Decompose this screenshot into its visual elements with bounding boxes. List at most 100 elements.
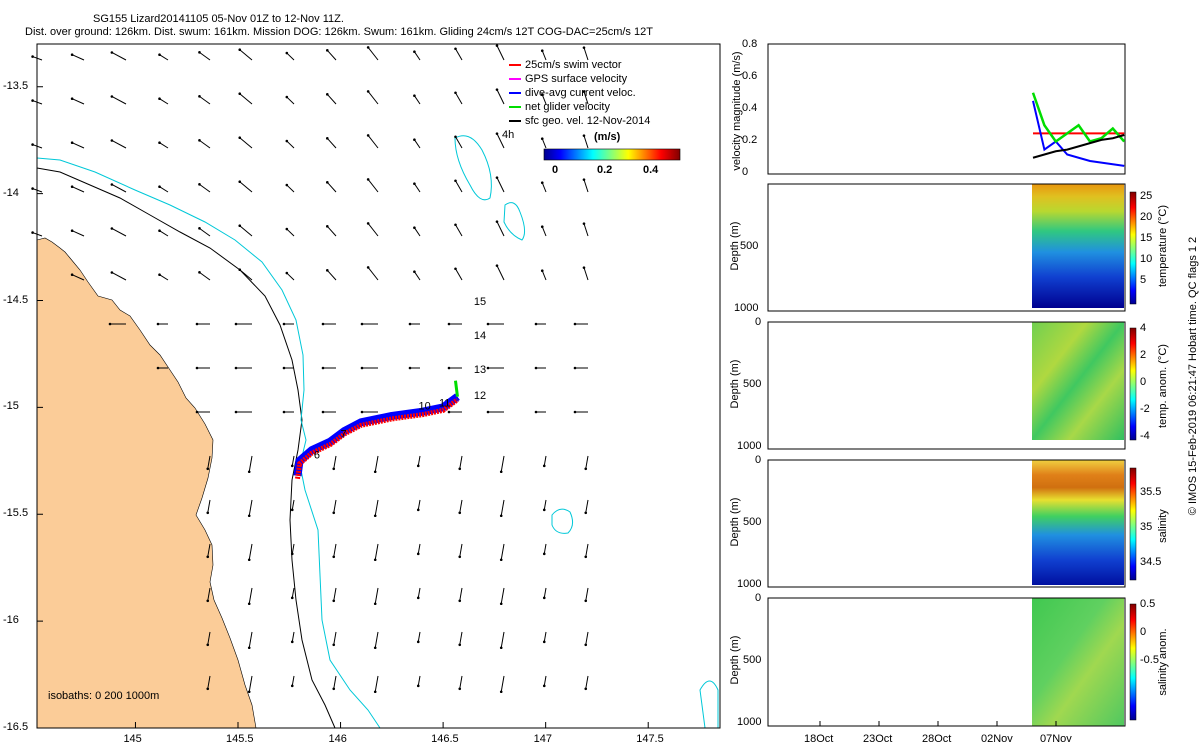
geo-velocity-arrow (333, 631, 337, 645)
geo-velocity-arrow (248, 499, 253, 516)
geo-velocity-arrowhead (158, 141, 161, 145)
geo-velocity-arrow (111, 228, 127, 237)
geo-velocity-arrowhead (542, 684, 546, 688)
geo-velocity-arrowhead (582, 90, 586, 93)
geo-velocity-arrow (455, 268, 463, 281)
speed-colorbar (543, 148, 681, 161)
temperature-cblabel: temperature (°C) (1157, 204, 1169, 288)
geo-velocity-arrowhead (542, 464, 546, 468)
geo-velocity-arrow (543, 499, 547, 510)
geo-velocity-arrow (239, 137, 253, 149)
day-label: 14 (474, 330, 486, 342)
geo-velocity-arrow (159, 98, 169, 105)
geo-velocity-arrow (207, 455, 211, 469)
geo-velocity-arrow (291, 455, 295, 466)
geo-velocity-arrow (543, 455, 547, 466)
geo-velocity-arrowhead (458, 467, 462, 471)
temp_anom-cbtick-label: -4 (1140, 430, 1150, 442)
geo-velocity-arrow (459, 455, 463, 469)
geo-velocity-arrowhead (31, 187, 34, 190)
geo-velocity-arrowhead (373, 646, 377, 650)
panel-xtick-label: 07Nov (1040, 733, 1072, 745)
geo-velocity-arrow (207, 675, 211, 689)
geo-velocity-arrowhead (158, 229, 161, 233)
velocity-ytick-label: 0.8 (742, 38, 758, 50)
map-plot: 6 7 10 11 12 13 14 15 (31, 43, 721, 729)
geo-velocity-arrow (374, 631, 379, 648)
geo-velocity-arrow (496, 45, 505, 61)
geo-velocity-arrowhead (332, 599, 336, 603)
geo-velocity-arrow (496, 221, 505, 237)
geo-velocity-arrow (248, 675, 253, 692)
colorbar-unit: (m/s) (594, 131, 621, 143)
velocity-ytick-label: 0.6 (742, 70, 758, 82)
temp_anom-ytick-label: 0 (755, 316, 762, 328)
geo-velocity-arrowhead (290, 684, 294, 688)
map-ytick-label: -16.5 (3, 721, 29, 733)
geo-velocity-arrowhead (373, 470, 377, 474)
geo-velocity-arrow (286, 52, 295, 61)
isobaths-label: isobaths: 0 200 1000m (48, 690, 160, 702)
sal_anom-ytick-label: 1000 (737, 716, 762, 728)
geo-velocity-arrow (541, 50, 547, 61)
geo-velocity-arrow (71, 186, 85, 193)
geo-velocity-arrow (291, 499, 295, 510)
geo-velocity-arrow (541, 226, 547, 237)
geo-velocity-arrow (417, 543, 421, 554)
geo-velocity-arrowhead (499, 470, 503, 474)
geo-velocity-arrow (374, 587, 379, 604)
geo-velocity-arrowhead (158, 273, 161, 277)
geo-velocity-arrowhead (156, 322, 160, 326)
temperature-cbtick-label: 25 (1140, 190, 1153, 202)
geo-velocity-arrow (326, 270, 337, 281)
geo-velocity-arrowhead (582, 134, 586, 137)
swim-vector-track (295, 397, 459, 480)
geo-velocity-arrowhead (584, 643, 588, 647)
salinity-ytick-label: 500 (743, 516, 762, 528)
geo-velocity-arrow (207, 587, 211, 601)
map-ytick-label: -15.5 (3, 507, 29, 520)
geostrophic-velocity-arrows (31, 44, 589, 694)
geo-velocity-arrowhead (156, 366, 160, 370)
net-glider-velocity-mark (453, 380, 459, 397)
geo-velocity-arrow (248, 543, 253, 560)
geo-velocity-arrow (455, 136, 463, 149)
geo-velocity-arrowhead (198, 95, 201, 98)
chart-title-line1: SG155 Lizard20141105 05-Nov 01Z to 12-No… (93, 13, 344, 25)
panel-xtick-label: 02Nov (981, 733, 1013, 745)
geo-velocity-arrow (333, 543, 337, 557)
geo-velocity-arrow (333, 499, 337, 513)
geo-velocity-arrowhead (447, 322, 451, 326)
geo-velocity-arrow (291, 675, 295, 686)
velocity-series (1031, 92, 1126, 167)
geo-velocity-arrowhead (238, 136, 242, 140)
geo-velocity-arrow (413, 95, 421, 105)
geo-velocity-arrowhead (195, 410, 199, 414)
sal_anom-cbtick-label: 0.5 (1140, 598, 1156, 610)
temperature-cbtick-label: 20 (1140, 211, 1153, 223)
geo-velocity-arrow (583, 91, 589, 105)
geo-velocity-arrowhead (247, 470, 251, 474)
colorbar-tick-1: 0.2 (597, 164, 613, 176)
geo-velocity-arrowhead (486, 366, 490, 370)
geo-velocity-arrowhead (373, 514, 377, 518)
geo-velocity-arrowhead (290, 552, 294, 556)
geo-velocity-arrowhead (413, 50, 416, 54)
geo-velocity-arrowhead (321, 366, 325, 370)
map-xtick-label: 145.5 (226, 733, 254, 745)
geo-velocity-arrow (159, 186, 169, 193)
geo-velocity-arrow (500, 455, 505, 472)
velocity-panel-frame (767, 43, 1126, 175)
geo-velocity-arrowhead (247, 646, 251, 650)
geo-velocity-arrowhead (495, 132, 499, 135)
geo-velocity-arrow (291, 631, 295, 642)
temperature-ytick-label: 500 (740, 240, 759, 252)
geo-velocity-arrowhead (416, 508, 420, 512)
geo-velocity-arrow (496, 89, 505, 105)
temp_anom-cbtick-label: 2 (1140, 349, 1147, 361)
velocity-line (1031, 92, 1126, 144)
panel-xtick-label: 18Oct (804, 733, 834, 745)
geo-velocity-arrowhead (584, 599, 588, 603)
geo-velocity-arrowhead (582, 222, 586, 225)
